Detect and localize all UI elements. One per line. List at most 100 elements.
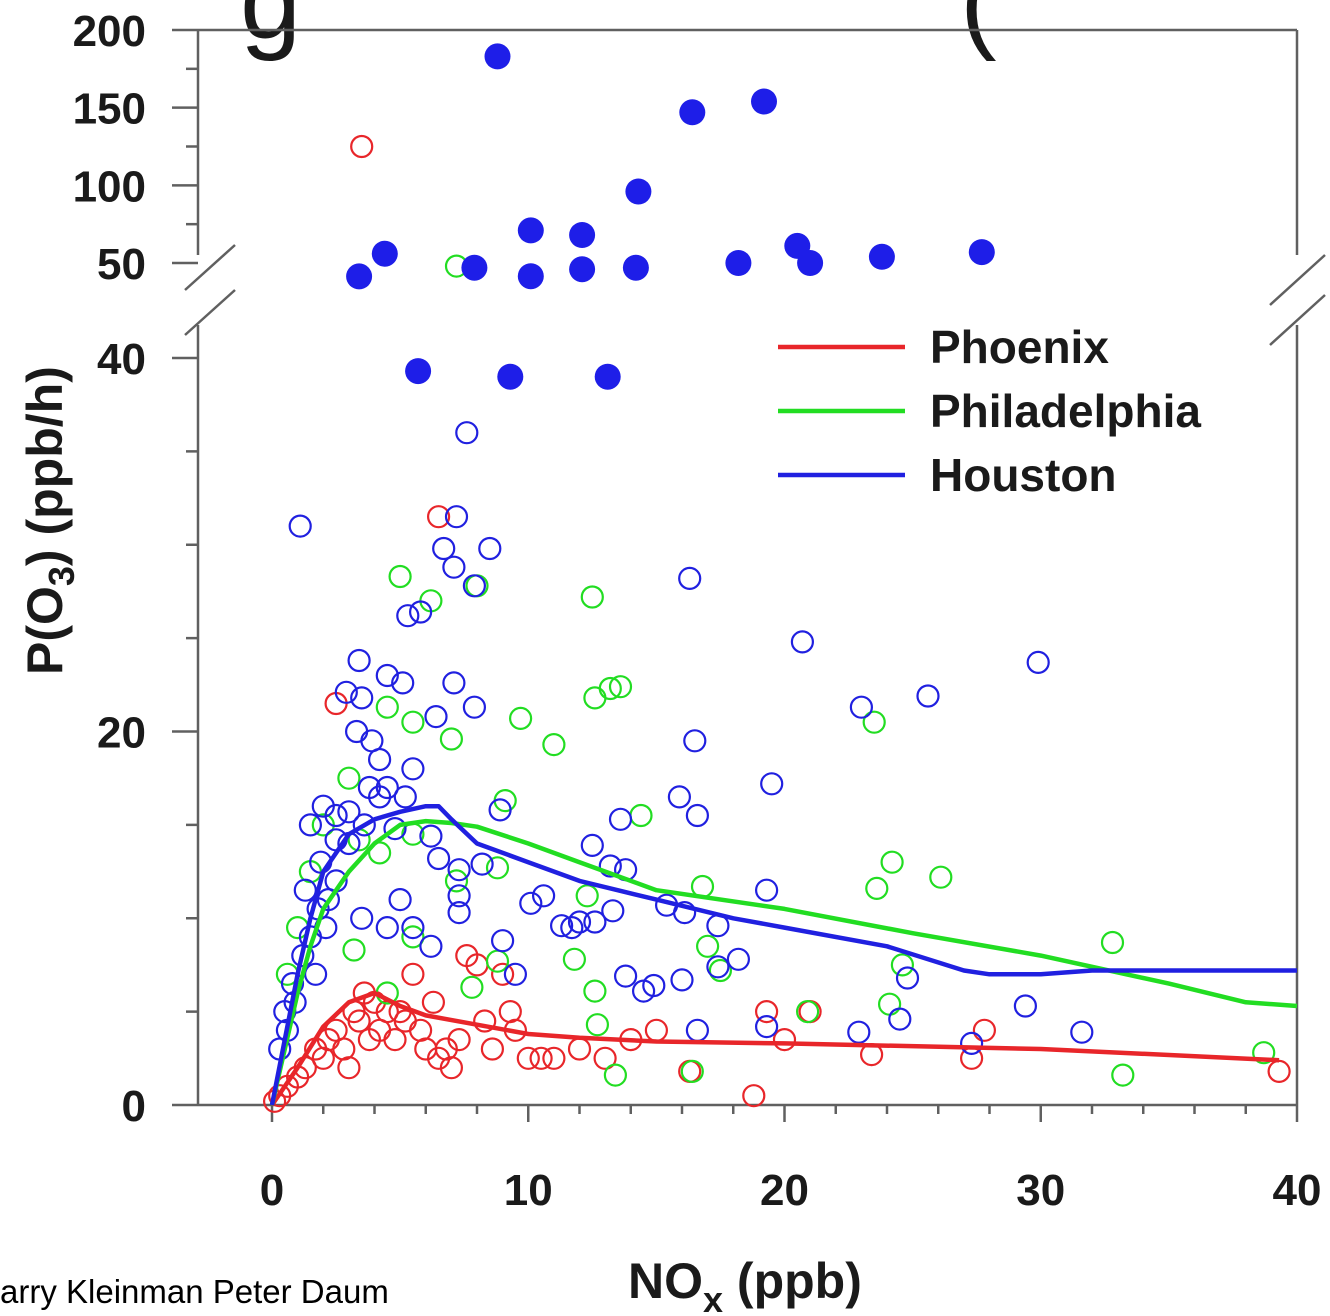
filled-point-houston — [517, 263, 544, 290]
open-point-philadelphia — [862, 710, 886, 734]
open-point-philadelphia — [585, 1013, 610, 1037]
open-point-houston — [447, 900, 471, 925]
open-point-houston — [726, 947, 751, 971]
open-point-philadelphia — [1252, 1041, 1276, 1065]
open-point-houston — [488, 798, 512, 822]
open-point-houston — [388, 887, 412, 912]
open-point-houston — [672, 900, 697, 925]
y-tick-label: 100 — [73, 162, 146, 211]
tick-labels: 0 10 20 30 40 0 20 40 50 100 150 200 — [73, 7, 1322, 1215]
open-point-phoenix — [644, 1018, 669, 1042]
y-axis-title-sub: 3 — [41, 566, 82, 586]
open-point-houston — [304, 962, 328, 986]
legend-label-phoenix: Phoenix — [930, 321, 1109, 373]
filled-point-houston — [405, 358, 432, 385]
open-point-philadelphia — [583, 686, 607, 710]
open-point-houston — [298, 813, 322, 837]
open-point-houston — [613, 964, 638, 988]
filled-point-houston — [346, 263, 373, 290]
open-point-houston — [447, 884, 471, 908]
open-point-houston — [375, 663, 399, 688]
open-point-philadelphia — [1111, 1063, 1135, 1087]
y-axis-title-unit: ) (ppb/h) — [17, 366, 73, 566]
x-axis-title-unit: (ppb) — [723, 1253, 862, 1309]
open-point-houston — [580, 833, 604, 858]
open-point-phoenix — [480, 1037, 504, 1061]
open-point-houston — [442, 671, 466, 695]
open-point-houston — [608, 807, 633, 831]
filled-point-houston — [725, 250, 752, 276]
open-point-houston — [401, 915, 425, 940]
open-point-houston — [959, 1031, 984, 1056]
open-point-houston — [478, 536, 502, 561]
filled-points — [346, 43, 995, 390]
open-point-phoenix — [772, 1027, 797, 1052]
open-point-phoenix — [1267, 1059, 1291, 1084]
open-point-philadelphia — [598, 676, 622, 701]
open-point-philadelphia — [1100, 930, 1125, 955]
fit-lines — [269, 803, 1298, 1107]
open-point-houston — [424, 704, 448, 729]
open-point-houston — [350, 906, 374, 930]
open-point-houston — [491, 929, 515, 953]
open-point-houston — [683, 729, 707, 753]
open-point-houston — [401, 757, 425, 781]
open-point-philadelphia — [865, 876, 889, 901]
open-point-philadelphia — [708, 958, 733, 983]
x-tick-label: 20 — [760, 1166, 809, 1215]
open-point-philadelphia — [337, 766, 361, 790]
axis-break-marks — [184, 244, 1326, 346]
open-points — [263, 134, 1291, 1113]
open-point-philadelphia — [795, 999, 820, 1024]
y-axis-title: P(O3) (ppb/h) — [17, 366, 82, 675]
open-point-houston — [895, 966, 920, 990]
open-point-phoenix — [347, 1009, 371, 1033]
open-point-houston — [685, 803, 710, 828]
fit-line-philadelphia — [269, 818, 1298, 1106]
open-point-phoenix — [401, 962, 425, 986]
axis-ticks — [172, 28, 1299, 1122]
open-point-phoenix — [491, 962, 515, 986]
open-point-houston — [462, 574, 486, 598]
open-point-houston — [396, 604, 420, 628]
open-point-houston — [368, 747, 392, 772]
open-point-houston — [503, 962, 528, 986]
open-point-philadelphia — [580, 585, 604, 609]
x-tick-label: 30 — [1016, 1166, 1065, 1215]
open-point-philadelphia — [929, 865, 953, 889]
open-point-houston — [670, 968, 694, 992]
x-axis-title-sub: x — [703, 1279, 723, 1316]
open-point-philadelphia — [877, 992, 902, 1016]
open-point-phoenix — [542, 1046, 566, 1070]
open-point-philadelphia — [695, 934, 720, 958]
open-point-philadelphia — [485, 949, 510, 973]
x-axis-title: NOx (ppb) — [628, 1253, 862, 1316]
open-point-philadelphia — [608, 675, 633, 699]
open-point-houston — [393, 785, 417, 809]
open-point-houston — [667, 785, 692, 809]
open-point-houston — [598, 854, 622, 878]
fit-line-phoenix — [270, 990, 1280, 1107]
y-tick-label: 40 — [97, 335, 146, 384]
open-point-houston — [383, 816, 407, 841]
filled-point-houston — [569, 256, 596, 283]
open-point-philadelphia — [575, 884, 599, 908]
filled-point-houston — [868, 243, 895, 270]
open-point-phoenix — [516, 1046, 540, 1070]
open-point-phoenix — [473, 1009, 497, 1033]
filled-point-houston — [751, 88, 777, 115]
open-point-philadelphia — [401, 710, 425, 734]
open-point-houston — [754, 878, 779, 902]
open-point-houston — [1070, 1020, 1094, 1044]
open-point-houston — [334, 680, 358, 704]
open-point-houston — [352, 813, 376, 837]
open-point-houston — [642, 973, 666, 998]
open-point-philadelphia — [444, 869, 469, 893]
open-point-phoenix — [383, 1027, 407, 1052]
open-point-houston — [391, 671, 415, 695]
open-point-houston — [455, 421, 479, 445]
open-point-houston — [531, 884, 556, 908]
open-point-houston — [847, 1020, 871, 1044]
open-point-houston — [444, 505, 469, 529]
open-point-houston — [706, 955, 730, 979]
